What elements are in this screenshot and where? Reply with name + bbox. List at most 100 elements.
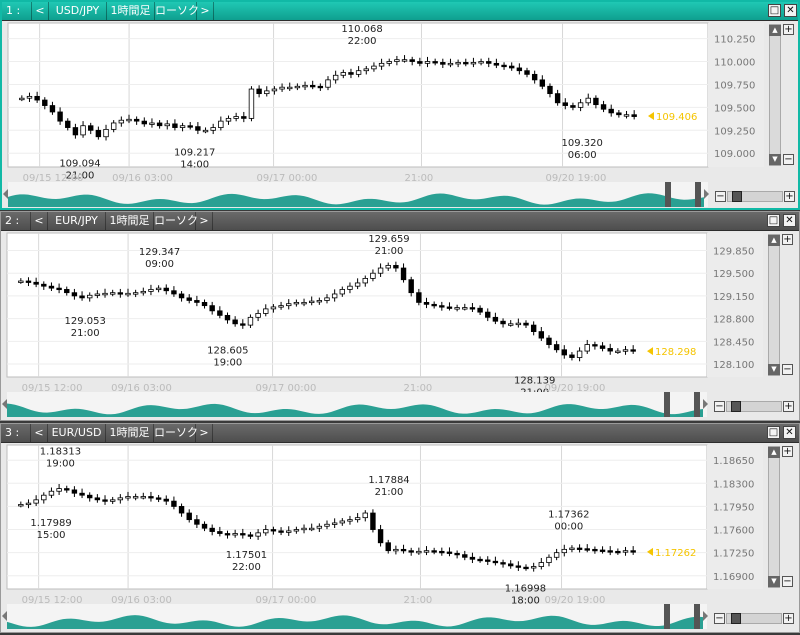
candle-body (94, 497, 101, 501)
candle-body (424, 61, 431, 64)
h-zoom-out-button[interactable]: − (714, 401, 725, 412)
candle-body (49, 105, 56, 113)
next-symbol-button[interactable]: > (196, 424, 213, 442)
vertical-scrollbar[interactable]: ▲ ▼ (769, 24, 781, 166)
prev-symbol-button[interactable]: < (32, 2, 49, 20)
candle-body (584, 548, 590, 551)
horizontal-zoom-slider[interactable] (727, 191, 783, 202)
annotation-time: 21:00 (375, 487, 404, 498)
candle-body (125, 292, 131, 296)
candle-body (79, 295, 85, 299)
range-handle-right (694, 604, 700, 629)
vertical-scrollbar[interactable]: ▲ ▼ (768, 446, 780, 588)
candle-body (18, 280, 24, 283)
zoom-in-button[interactable]: + (783, 24, 794, 35)
candle-body (209, 527, 215, 532)
price-axis (708, 23, 764, 167)
candle-body (432, 61, 438, 64)
candle-body (148, 496, 154, 499)
candle-body (523, 566, 529, 570)
chart-panel-usdjpy[interactable]: 1 : < USD/JPY 1時間足 ローソク > □ ✕ 110.250 110… (0, 0, 800, 210)
maximize-icon[interactable]: □ (767, 214, 780, 227)
arrow-up-icon[interactable]: ▲ (769, 25, 781, 36)
arrow-down-icon[interactable]: ▼ (768, 576, 780, 587)
h-zoom-out-button[interactable]: − (715, 191, 726, 202)
zoom-out-button[interactable]: − (782, 364, 793, 375)
h-zoom-in-button[interactable]: + (784, 191, 795, 202)
chart-panel-eurjpy[interactable]: 2 : < EUR/JPY 1時間足 ローソク > □ ✕ 129.850 129… (0, 211, 800, 421)
candle-body (584, 344, 590, 352)
zoom-in-button[interactable]: + (782, 446, 793, 457)
timeframe-selector[interactable]: 1時間足 (107, 2, 155, 20)
maximize-icon[interactable]: □ (768, 4, 781, 17)
candle-body (232, 533, 238, 536)
close-icon[interactable]: ✕ (783, 214, 796, 227)
chart-type-selector[interactable]: ローソク (154, 212, 198, 230)
candle-body (478, 61, 484, 64)
candle-body (538, 331, 545, 339)
candle-body (324, 523, 330, 527)
candle-body (217, 531, 223, 534)
candle-body (446, 551, 453, 554)
candle-body (201, 523, 208, 529)
candle-body (71, 292, 78, 297)
symbol-selector[interactable]: USD/JPY (49, 2, 107, 20)
zoom-slider-thumb[interactable] (731, 613, 741, 624)
prev-symbol-button[interactable]: < (31, 424, 48, 442)
annotation-time: 06:00 (568, 150, 597, 161)
candle-body (553, 344, 560, 351)
zoom-slider-thumb[interactable] (732, 191, 742, 202)
candle-body (87, 494, 93, 499)
candle-body (500, 562, 506, 565)
candle-body (454, 552, 460, 556)
candlestick-chart[interactable]: 110.250 110.000 109.750 109.500 109.250 109.0… (2, 20, 800, 212)
candle-body (79, 492, 85, 496)
chart-panel-eurusd[interactable]: 3 : < EUR/USD 1時間足 ローソク > □ ✕ 1.18650 1.1… (0, 423, 800, 633)
chart-type-selector[interactable]: ローソク (154, 424, 198, 442)
candle-body (370, 512, 376, 530)
maximize-icon[interactable]: □ (767, 426, 780, 439)
arrow-down-icon[interactable]: ▼ (769, 154, 781, 165)
timeframe-selector[interactable]: 1時間足 (106, 424, 154, 442)
candlestick-chart[interactable]: 1.18650 1.18300 1.17950 1.17600 1.17250 1.169… (1, 442, 800, 634)
next-symbol-button[interactable]: > (196, 212, 213, 230)
horizontal-zoom-slider[interactable] (726, 613, 782, 624)
h-zoom-in-button[interactable]: + (783, 613, 794, 624)
chart-type-selector[interactable]: ローソク (155, 2, 199, 20)
zoom-out-button[interactable]: − (783, 154, 794, 165)
candle-body (102, 499, 108, 502)
candle-body (486, 61, 492, 64)
arrow-down-icon[interactable]: ▼ (768, 364, 780, 375)
symbol-selector[interactable]: EUR/JPY (48, 212, 106, 230)
candle-body (71, 489, 78, 494)
close-icon[interactable]: ✕ (783, 426, 796, 439)
candle-body (593, 97, 599, 106)
horizontal-zoom-slider[interactable] (726, 401, 782, 412)
candlestick-chart[interactable]: 129.850 129.500 129.150 128.800 128.450 128.1… (1, 230, 800, 422)
h-zoom-in-button[interactable]: + (783, 401, 794, 412)
candle-body (463, 62, 469, 65)
x-axis-label: 09/20 19:00 (545, 595, 606, 606)
symbol-selector[interactable]: EUR/USD (48, 424, 106, 442)
candle-body (531, 73, 538, 81)
arrow-up-icon[interactable]: ▲ (768, 447, 780, 458)
arrow-up-icon[interactable]: ▲ (768, 235, 780, 246)
candle-body (178, 506, 185, 514)
y-tick-label: 110.250 (714, 35, 755, 46)
zoom-in-button[interactable]: + (782, 234, 793, 245)
candle-body (362, 278, 368, 284)
timeframe-selector[interactable]: 1時間足 (106, 212, 154, 230)
zoom-out-button[interactable]: − (782, 576, 793, 587)
candle-body (256, 88, 262, 95)
y-tick-label: 1.18650 (713, 456, 754, 467)
h-zoom-out-button[interactable]: − (714, 613, 725, 624)
y-tick-label: 109.500 (714, 103, 755, 114)
vertical-scrollbar[interactable]: ▲ ▼ (768, 234, 780, 376)
next-symbol-button[interactable]: > (197, 2, 214, 20)
zoom-slider-thumb[interactable] (731, 401, 741, 412)
prev-symbol-button[interactable]: < (31, 212, 48, 230)
close-icon[interactable]: ✕ (784, 4, 797, 17)
plot-area (6, 444, 708, 590)
chart-toolbar: 2 : < EUR/JPY 1時間足 ローソク > □ ✕ (1, 212, 799, 231)
candle-body (332, 74, 339, 81)
